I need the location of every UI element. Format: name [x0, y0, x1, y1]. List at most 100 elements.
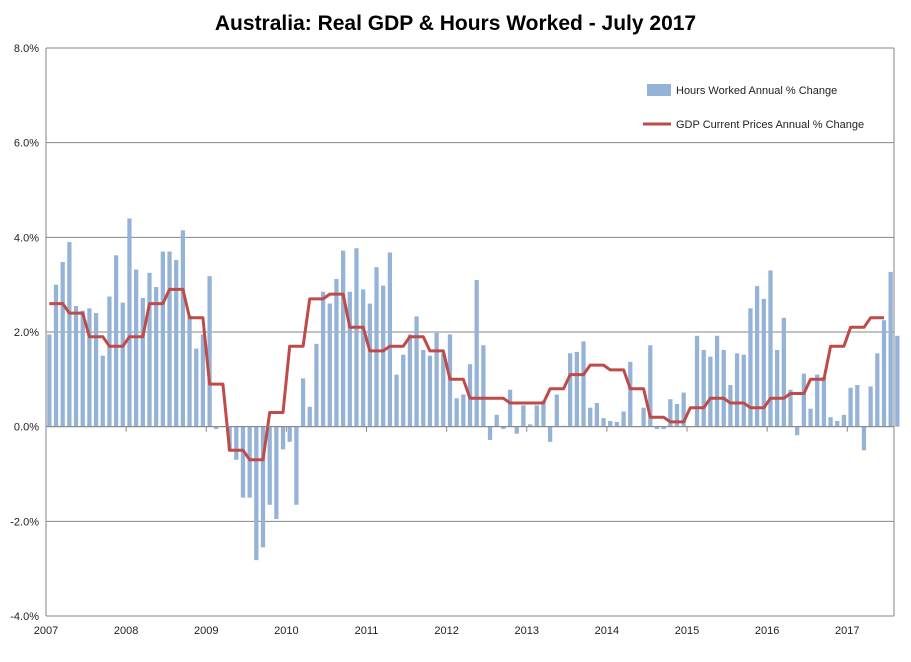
hours-worked-bar [775, 349, 780, 427]
hours-worked-bar [334, 278, 339, 427]
hours-worked-bar [374, 267, 379, 427]
hours-worked-bar [434, 332, 439, 427]
hours-worked-bar [240, 426, 246, 498]
hours-worked-bar [187, 315, 192, 427]
legend: Hours Worked Annual % Change GDP Current … [643, 84, 864, 131]
hours-worked-bar [441, 353, 446, 427]
hours-worked-bar [407, 334, 413, 427]
hours-worked-bar [721, 349, 726, 427]
hours-worked-bar [454, 398, 459, 427]
hours-worked-bar [521, 405, 526, 427]
hours-worked-bar [127, 218, 132, 427]
gridlines [46, 47, 894, 617]
hours-worked-bar [80, 310, 85, 427]
y-tick-label: 6.0% [14, 138, 39, 150]
x-tick-label: 2009 [194, 625, 218, 637]
legend-label-hours-worked: Hours Worked Annual % Change [676, 85, 837, 97]
hours-worked-bar [547, 426, 553, 442]
hours-worked-bar [661, 426, 666, 430]
y-tick-label: 2.0% [14, 327, 39, 339]
hours-worked-bars [47, 218, 900, 561]
hours-worked-bar [701, 349, 706, 427]
hours-worked-bar [754, 286, 760, 427]
hours-worked-bar [107, 296, 112, 427]
hours-worked-bar [247, 426, 252, 498]
hours-worked-bar [534, 405, 539, 427]
hours-worked-bar [507, 389, 513, 427]
hours-worked-bar [788, 389, 793, 427]
hours-worked-bar [681, 392, 686, 427]
hours-worked-bar [541, 400, 546, 427]
x-tick-label: 2013 [515, 625, 539, 637]
hours-worked-bar [234, 426, 239, 460]
hours-worked-bar [140, 297, 145, 427]
hours-worked-bar [207, 276, 212, 427]
hours-worked-bar [194, 348, 199, 427]
hours-worked-bar [795, 426, 800, 436]
hours-worked-bar [748, 308, 753, 427]
hours-worked-bar [134, 269, 139, 427]
hours-worked-bar [340, 250, 346, 427]
hours-worked-bar [761, 298, 766, 427]
hours-worked-bar [274, 426, 279, 519]
hours-worked-bar [47, 334, 52, 427]
hours-worked-bar [641, 407, 646, 427]
hours-worked-bar [594, 403, 600, 427]
hours-worked-bar [73, 305, 79, 427]
hours-worked-bar [394, 374, 399, 427]
hours-worked-bar [841, 414, 847, 427]
hours-worked-bar [741, 354, 746, 427]
hours-worked-bar [60, 261, 65, 427]
gdp-line [49, 287, 884, 462]
hours-worked-bar [93, 313, 99, 427]
hours-worked-bar [421, 349, 426, 427]
hours-worked-bar [214, 426, 219, 430]
hours-worked-bar [494, 414, 499, 427]
hours-worked-bar [381, 285, 386, 427]
hours-worked-bar [147, 272, 152, 427]
hours-worked-bar [708, 356, 713, 427]
hours-worked-bar [808, 408, 813, 427]
hours-worked-bar [287, 426, 292, 442]
x-tick-label: 2014 [595, 625, 619, 637]
hours-worked-bar [167, 251, 172, 427]
hours-worked-bar [260, 426, 266, 548]
hours-worked-bar [815, 374, 820, 427]
chart-title: Australia: Real GDP & Hours Worked - Jul… [214, 12, 697, 35]
y-tick-label: 4.0% [14, 232, 39, 244]
hours-worked-bar [67, 242, 72, 427]
hours-worked-bar [614, 421, 620, 427]
hours-worked-bar [895, 335, 900, 427]
hours-worked-bar [574, 351, 579, 427]
hours-worked-bar [481, 345, 486, 427]
hours-worked-bar [855, 385, 860, 427]
hours-worked-bar [174, 260, 179, 427]
hours-worked-bar [781, 317, 786, 427]
legend-swatch-hours-worked [647, 84, 671, 96]
hours-worked-bar [674, 403, 680, 427]
hours-worked-bar [461, 394, 466, 427]
hours-worked-bar [354, 248, 359, 427]
hours-worked-bar [554, 394, 559, 427]
hours-worked-bar [427, 355, 433, 427]
hours-worked-bar [835, 420, 840, 427]
hours-worked-bar [474, 279, 479, 427]
hours-worked-bar [888, 271, 893, 427]
hours-worked-bar [87, 308, 92, 427]
x-tick-label: 2010 [274, 625, 298, 637]
hours-worked-bar [180, 230, 186, 427]
axes: -4.0% -2.0% 0.0% 2.0% 4.0% 6.0% 8.0% 2007 2008 20… [10, 43, 895, 637]
hours-worked-bar [828, 417, 833, 427]
hours-worked-bar [568, 353, 573, 427]
hours-worked-bar [668, 399, 673, 427]
hours-worked-bar [294, 426, 299, 505]
hours-worked-bar [728, 385, 733, 427]
hours-worked-bar [514, 426, 519, 434]
y-tick-label: -4.0% [10, 611, 39, 623]
hours-worked-bar [200, 334, 206, 427]
y-tick-label: 0.0% [14, 422, 39, 434]
y-tick-label: 8.0% [14, 43, 39, 55]
y-tick-label: -2.0% [10, 516, 39, 528]
hours-worked-bar [527, 424, 533, 427]
